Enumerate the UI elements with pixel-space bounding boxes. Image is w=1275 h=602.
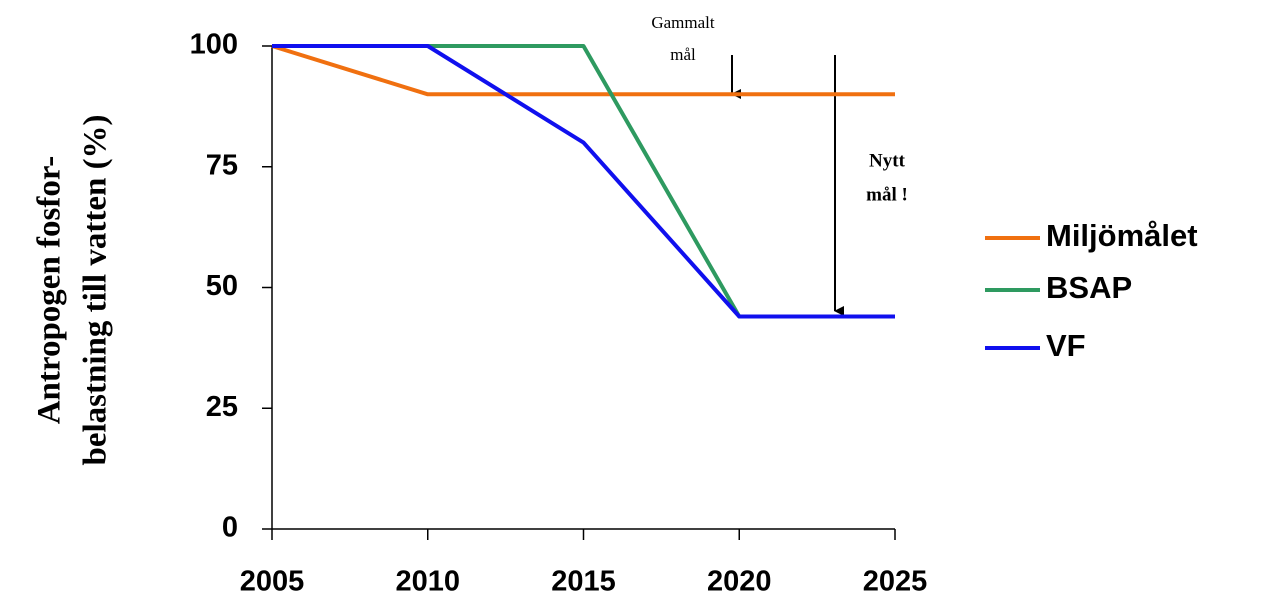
x-tick-label: 2005 <box>240 566 305 598</box>
series-line <box>272 44 895 319</box>
annotation-text: mål ! <box>866 184 908 205</box>
y-axis-label: Antropogen fosfor- belastning till vatte… <box>32 114 114 465</box>
y-tick-label: 50 <box>206 270 238 302</box>
series-line <box>272 44 895 319</box>
y-axis-label-line: Antropogen fosfor- <box>32 156 68 425</box>
x-tick-label: 2010 <box>395 566 460 598</box>
series-line <box>271 44 895 97</box>
y-tick-label: 75 <box>206 149 238 181</box>
y-tick-label: 100 <box>190 29 238 61</box>
legend-label: VF <box>1046 328 1086 363</box>
x-tick-label: 2025 <box>863 566 928 598</box>
x-tick-label: 2015 <box>551 566 616 598</box>
legend-label: Miljömålet <box>1046 218 1198 253</box>
x-tick-label: 2020 <box>707 566 772 598</box>
legend-label: BSAP <box>1046 270 1132 305</box>
y-tick-label: 25 <box>206 391 238 423</box>
annotation-text: Gammalt <box>651 13 715 32</box>
annotation-text: Nytt <box>869 150 906 171</box>
y-axis-label-line: belastning till vatten (%) <box>78 114 114 465</box>
annotation-text: mål <box>670 45 696 64</box>
y-tick-label: 0 <box>222 512 238 544</box>
